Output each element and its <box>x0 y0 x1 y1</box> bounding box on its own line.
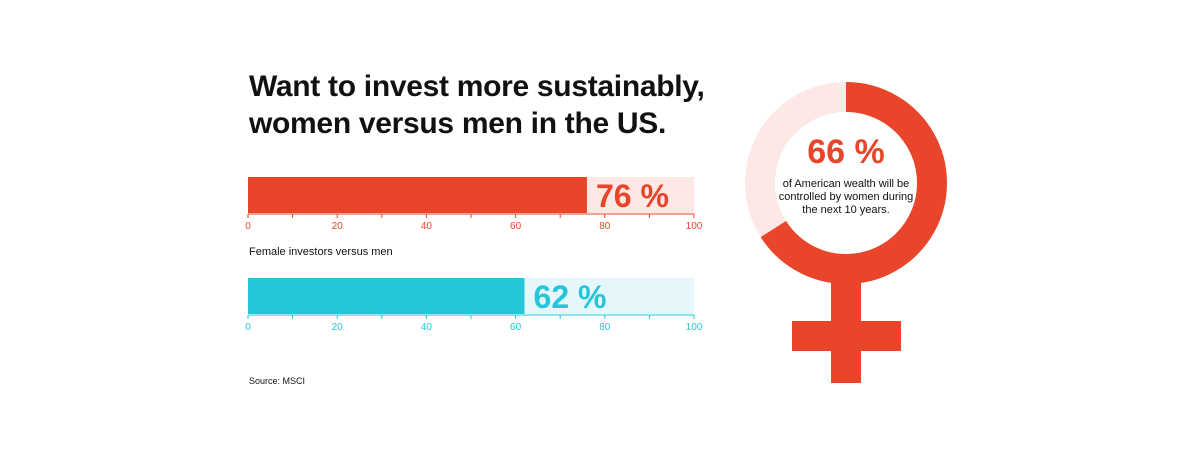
chart-2-tick-label: 0 <box>245 322 251 333</box>
chart-2-tick-label: 20 <box>332 322 344 333</box>
chart-1-tick-label: 20 <box>332 221 344 232</box>
chart-1-tick-label: 60 <box>510 221 522 232</box>
female-investors-label: Female investors versus men <box>249 246 393 258</box>
title-line-1: Want to invest more sustainably, <box>249 70 705 103</box>
chart-2-tick-label: 60 <box>510 322 522 333</box>
venus-ring-progress <box>760 82 947 284</box>
chart-1-value-label: 76 % <box>596 178 669 214</box>
chart-2-tick-label: 80 <box>599 322 611 333</box>
chart-1-tick-label: 80 <box>599 221 611 232</box>
chart-title: Want to invest more sustainably, women v… <box>249 68 729 142</box>
source-note: Source: MSCI <box>249 376 306 386</box>
chart-2-tick-label: 100 <box>686 322 703 333</box>
venus-percentage: 66 % <box>807 133 885 171</box>
chart-1-tick-label: 0 <box>245 221 251 232</box>
chart-1-bar <box>248 177 587 213</box>
chart-2-tick-label: 40 <box>421 322 433 333</box>
chart-2-bar <box>248 278 525 314</box>
chart-2-value-label: 62 % <box>534 279 607 315</box>
chart-1-tick-label: 40 <box>421 221 433 232</box>
venus-callout: 66 % of American wealth will be controll… <box>778 132 914 217</box>
venus-description: of American wealth will be controlled by… <box>778 178 914 216</box>
title-line-2: women versus men in the US. <box>249 107 667 140</box>
venus-crossbar <box>792 321 901 351</box>
chart-1-tick-label: 100 <box>686 221 703 232</box>
